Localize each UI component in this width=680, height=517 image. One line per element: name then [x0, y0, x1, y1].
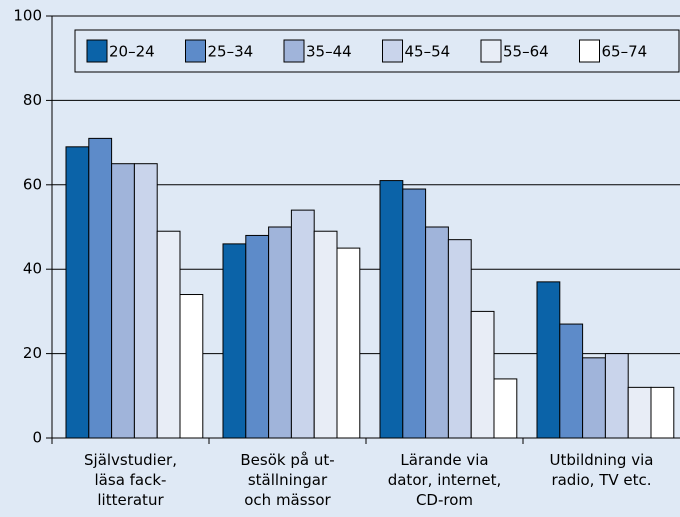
- bar: [111, 163, 135, 439]
- legend-swatch: [480, 39, 502, 63]
- y-tick-label: 0: [32, 429, 42, 447]
- legend-label: 20–24: [109, 43, 155, 61]
- bar: [559, 323, 584, 439]
- bar: [133, 163, 158, 439]
- y-tick-label: 20: [23, 344, 42, 362]
- bar: [336, 247, 361, 439]
- bar: [447, 239, 472, 439]
- legend-label: 25–34: [208, 43, 254, 61]
- legend-swatch: [579, 39, 600, 63]
- x-tick-label: Lärande via dator, internet, CD-rom: [388, 451, 502, 509]
- bar: [222, 243, 247, 439]
- bar: [582, 357, 606, 439]
- legend-swatch: [382, 39, 403, 63]
- legend-label: 55–64: [503, 43, 549, 61]
- bar: [268, 226, 292, 439]
- bar: [402, 188, 427, 439]
- bar: [604, 353, 629, 439]
- y-tick-label: 60: [23, 175, 42, 193]
- legend-label: 45–54: [405, 43, 451, 61]
- bar: [179, 294, 204, 439]
- bar: [627, 386, 652, 439]
- x-tick-label: Besök på ut-ställningar och mässor: [240, 451, 334, 509]
- bar: [536, 281, 561, 439]
- bar: [425, 226, 449, 439]
- bar: [65, 146, 90, 439]
- y-tick-label: 80: [23, 91, 42, 109]
- y-tick-label: 100: [13, 7, 42, 25]
- legend-box: [74, 29, 680, 73]
- x-tick-label: Självstudier, läsa fack-litteratur: [84, 451, 177, 509]
- x-tick-label: Utbildning via radio, TV etc.: [550, 451, 654, 489]
- y-tick-label: 40: [23, 260, 42, 278]
- legend-swatch: [283, 39, 305, 63]
- bar: [493, 378, 518, 439]
- legend-label: 65–74: [602, 43, 648, 61]
- bar: [88, 137, 113, 439]
- bar: [156, 230, 181, 439]
- bar: [313, 230, 338, 439]
- bar: [245, 234, 270, 439]
- legend-swatch: [86, 39, 108, 63]
- legend-label: 35–44: [306, 43, 352, 61]
- bar: [470, 310, 495, 439]
- bar: [379, 180, 404, 439]
- bar: [650, 386, 675, 439]
- legend-swatch: [185, 39, 206, 63]
- bar: [290, 209, 315, 439]
